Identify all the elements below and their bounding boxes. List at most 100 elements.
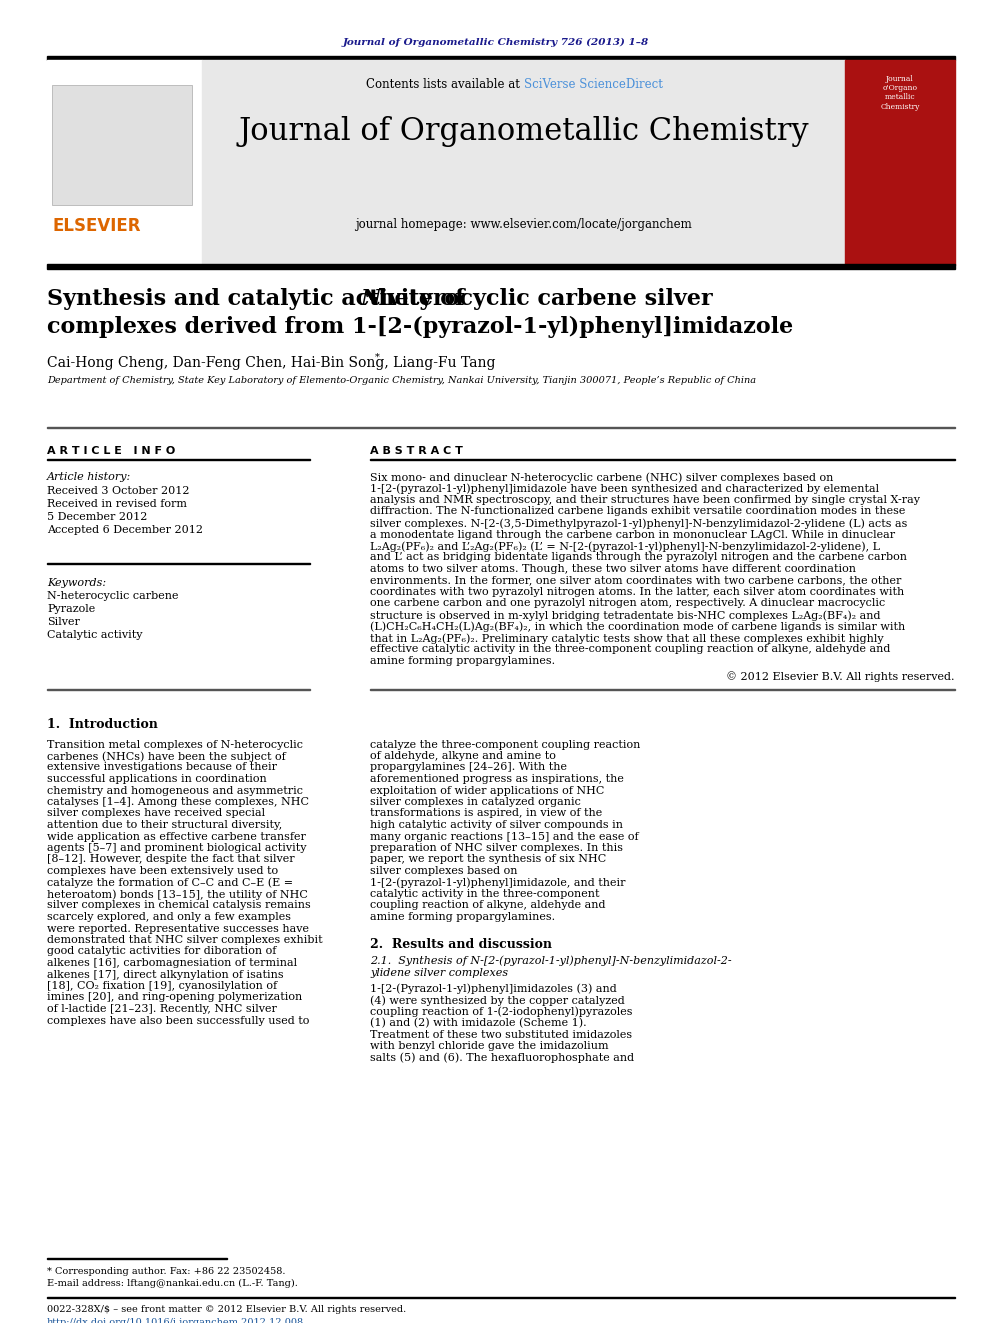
Text: transformations is aspired, in view of the: transformations is aspired, in view of t… [370, 808, 602, 819]
Text: complexes derived from 1-[2-(pyrazol-1-yl)phenyl]imidazole: complexes derived from 1-[2-(pyrazol-1-y… [47, 316, 794, 339]
Text: environments. In the former, one silver atom coordinates with two carbene carbon: environments. In the former, one silver … [370, 576, 902, 586]
Text: Received 3 October 2012: Received 3 October 2012 [47, 486, 189, 496]
Text: analysis and NMR spectroscopy, and their structures have been confirmed by singl: analysis and NMR spectroscopy, and their… [370, 495, 920, 505]
Text: high catalytic activity of silver compounds in: high catalytic activity of silver compou… [370, 820, 623, 830]
Text: [8–12]. However, despite the fact that silver: [8–12]. However, despite the fact that s… [47, 855, 295, 864]
Text: silver complexes. N-[2-(3,5-Dimethylpyrazol-1-yl)phenyl]-N-benzylimidazol-2-ylid: silver complexes. N-[2-(3,5-Dimethylpyra… [370, 519, 908, 529]
Text: L₂Ag₂(PF₆)₂ and L’₂Ag₂(PF₆)₂ (L’ = N-[2-(pyrazol-1-yl)phenyl]-N-benzylimidazol-2: L₂Ag₂(PF₆)₂ and L’₂Ag₂(PF₆)₂ (L’ = N-[2-… [370, 541, 880, 552]
Text: exploitation of wider applications of NHC: exploitation of wider applications of NH… [370, 786, 604, 795]
Text: Treatment of these two substituted imidazoles: Treatment of these two substituted imida… [370, 1029, 632, 1040]
Text: of aldehyde, alkyne and amine to: of aldehyde, alkyne and amine to [370, 751, 556, 761]
Text: Received in revised form: Received in revised form [47, 499, 187, 509]
Text: *: * [375, 353, 380, 363]
Text: scarcely explored, and only a few examples: scarcely explored, and only a few exampl… [47, 912, 291, 922]
Text: chemistry and homogeneous and asymmetric: chemistry and homogeneous and asymmetric [47, 786, 303, 795]
Text: amine forming propargylamines.: amine forming propargylamines. [370, 656, 556, 665]
Text: 5 December 2012: 5 December 2012 [47, 512, 148, 523]
Text: paper, we report the synthesis of six NHC: paper, we report the synthesis of six NH… [370, 855, 606, 864]
Text: many organic reactions [13–15] and the ease of: many organic reactions [13–15] and the e… [370, 831, 639, 841]
Text: http://dx.doi.org/10.1016/j.jorganchem.2012.12.008: http://dx.doi.org/10.1016/j.jorganchem.2… [47, 1318, 305, 1323]
Text: 1-[2-(Pyrazol-1-yl)phenyl]imidazoles (3) and: 1-[2-(Pyrazol-1-yl)phenyl]imidazoles (3)… [370, 983, 617, 994]
Text: Six mono- and dinuclear N-heterocyclic carbene (NHC) silver complexes based on: Six mono- and dinuclear N-heterocyclic c… [370, 472, 833, 483]
Text: demonstrated that NHC silver complexes exhibit: demonstrated that NHC silver complexes e… [47, 935, 322, 945]
Text: Synthesis and catalytic activity of: Synthesis and catalytic activity of [47, 288, 472, 310]
Text: 1-[2-(pyrazol-1-yl)phenyl]imidazole, and their: 1-[2-(pyrazol-1-yl)phenyl]imidazole, and… [370, 877, 626, 888]
Text: silver complexes based on: silver complexes based on [370, 867, 518, 876]
Text: 2.1.  Synthesis of N-[2-(pyrazol-1-yl)phenyl]-N-benzylimidazol-2-: 2.1. Synthesis of N-[2-(pyrazol-1-yl)phe… [370, 955, 732, 966]
Text: atoms to two silver atoms. Though, these two silver atoms have different coordin: atoms to two silver atoms. Though, these… [370, 564, 856, 574]
Text: Pyrazole: Pyrazole [47, 605, 95, 614]
Text: Journal
o'Organo
metallic
Chemistry: Journal o'Organo metallic Chemistry [880, 75, 920, 111]
Text: catalyses [1–4]. Among these complexes, NHC: catalyses [1–4]. Among these complexes, … [47, 796, 309, 807]
Text: Contents lists available at: Contents lists available at [366, 78, 524, 91]
Text: N: N [360, 288, 381, 310]
Text: ELSEVIER: ELSEVIER [52, 217, 141, 235]
Text: alkenes [17], direct alkynylation of isatins: alkenes [17], direct alkynylation of isa… [47, 970, 284, 979]
Text: silver complexes in chemical catalysis remains: silver complexes in chemical catalysis r… [47, 901, 310, 910]
Text: A R T I C L E   I N F O: A R T I C L E I N F O [47, 446, 176, 456]
Text: of l-lactide [21–23]. Recently, NHC silver: of l-lactide [21–23]. Recently, NHC silv… [47, 1004, 277, 1013]
Bar [52, 85, 192, 205]
Text: preparation of NHC silver complexes. In this: preparation of NHC silver complexes. In … [370, 843, 623, 853]
Text: one carbene carbon and one pyrazolyl nitrogen atom, respectively. A dinuclear ma: one carbene carbon and one pyrazolyl nit… [370, 598, 885, 609]
Text: Cai-Hong Cheng, Dan-Feng Chen, Hai-Bin Song, Liang-Fu Tang: Cai-Hong Cheng, Dan-Feng Chen, Hai-Bin S… [47, 356, 495, 370]
Text: and L’ act as bridging bidentate ligands through the pyrazolyl nitrogen and the : and L’ act as bridging bidentate ligands… [370, 553, 907, 562]
Text: good catalytic activities for diboration of: good catalytic activities for diboration… [47, 946, 277, 957]
Text: coupling reaction of alkyne, aldehyde and: coupling reaction of alkyne, aldehyde an… [370, 901, 605, 910]
Text: were reported. Representative successes have: were reported. Representative successes … [47, 923, 309, 934]
Text: Accepted 6 December 2012: Accepted 6 December 2012 [47, 525, 203, 534]
Text: silver complexes in catalyzed organic: silver complexes in catalyzed organic [370, 796, 581, 807]
Text: coordinates with two pyrazolyl nitrogen atoms. In the latter, each silver atom c: coordinates with two pyrazolyl nitrogen … [370, 587, 905, 597]
Text: ylidene silver complexes: ylidene silver complexes [370, 968, 508, 979]
Text: propargylamines [24–26]. With the: propargylamines [24–26]. With the [370, 762, 567, 773]
Text: 0022-328X/$ – see front matter © 2012 Elsevier B.V. All rights reserved.: 0022-328X/$ – see front matter © 2012 El… [47, 1304, 407, 1314]
Text: (4) were synthesized by the copper catalyzed: (4) were synthesized by the copper catal… [370, 995, 625, 1005]
Text: catalyze the formation of C–C and C–E (E =: catalyze the formation of C–C and C–E (E… [47, 877, 293, 888]
Text: successful applications in coordination: successful applications in coordination [47, 774, 267, 785]
Text: 2.  Results and discussion: 2. Results and discussion [370, 938, 552, 950]
Text: 1-[2-(pyrazol-1-yl)phenyl]imidazole have been synthesized and characterized by e: 1-[2-(pyrazol-1-yl)phenyl]imidazole have… [370, 483, 879, 493]
Text: (1) and (2) with imidazole (Scheme 1).: (1) and (2) with imidazole (Scheme 1). [370, 1017, 586, 1028]
Text: journal homepage: www.elsevier.com/locate/jorganchem: journal homepage: www.elsevier.com/locat… [355, 218, 691, 232]
Text: heteroatom) bonds [13–15], the utility of NHC: heteroatom) bonds [13–15], the utility o… [47, 889, 308, 900]
Text: N-heterocyclic carbene: N-heterocyclic carbene [47, 591, 179, 601]
Text: Catalytic activity: Catalytic activity [47, 630, 143, 640]
Text: * Corresponding author. Fax: +86 22 23502458.: * Corresponding author. Fax: +86 22 2350… [47, 1267, 286, 1275]
Text: (L)CH₂C₆H₄CH₂(L)Ag₂(BF₄)₂, in which the coordination mode of carbene ligands is : (L)CH₂C₆H₄CH₂(L)Ag₂(BF₄)₂, in which the … [370, 622, 906, 632]
Text: -heterocyclic carbene silver: -heterocyclic carbene silver [369, 288, 713, 310]
Text: attention due to their structural diversity,: attention due to their structural divers… [47, 820, 283, 830]
Text: 1.  Introduction: 1. Introduction [47, 717, 158, 730]
Text: Silver: Silver [47, 617, 80, 627]
Text: A B S T R A C T: A B S T R A C T [370, 446, 463, 456]
Text: alkenes [16], carbomagnesiation of terminal: alkenes [16], carbomagnesiation of termi… [47, 958, 298, 968]
Text: coupling reaction of 1-(2-iodophenyl)pyrazoles: coupling reaction of 1-(2-iodophenyl)pyr… [370, 1007, 633, 1017]
Text: catalyze the three-component coupling reaction: catalyze the three-component coupling re… [370, 740, 641, 750]
Text: catalytic activity in the three-component: catalytic activity in the three-componen… [370, 889, 599, 900]
Text: diffraction. The N-functionalized carbene ligands exhibit versatile coordination: diffraction. The N-functionalized carben… [370, 507, 906, 516]
Text: complexes have been extensively used to: complexes have been extensively used to [47, 867, 278, 876]
Text: © 2012 Elsevier B.V. All rights reserved.: © 2012 Elsevier B.V. All rights reserved… [726, 672, 955, 683]
Text: salts (5) and (6). The hexafluorophosphate and: salts (5) and (6). The hexafluorophospha… [370, 1053, 634, 1064]
Text: a monodentate ligand through the carbene carbon in mononuclear LAgCl. While in d: a monodentate ligand through the carbene… [370, 529, 895, 540]
Text: Journal of Organometallic Chemistry 726 (2013) 1–8: Journal of Organometallic Chemistry 726 … [343, 38, 649, 48]
Text: wide application as effective carbene transfer: wide application as effective carbene tr… [47, 831, 306, 841]
Text: complexes have also been successfully used to: complexes have also been successfully us… [47, 1016, 310, 1025]
Text: carbenes (NHCs) have been the subject of: carbenes (NHCs) have been the subject of [47, 751, 286, 762]
Text: structure is observed in m-xylyl bridging tetradentate bis-NHC complexes L₂Ag₂(B: structure is observed in m-xylyl bridgin… [370, 610, 881, 620]
Text: Article history:: Article history: [47, 472, 131, 482]
Text: imines [20], and ring-opening polymerization: imines [20], and ring-opening polymeriza… [47, 992, 303, 1003]
Text: silver complexes have received special: silver complexes have received special [47, 808, 265, 819]
Text: effective catalytic activity in the three-component coupling reaction of alkyne,: effective catalytic activity in the thre… [370, 644, 891, 655]
Text: that in L₂Ag₂(PF₆)₂. Preliminary catalytic tests show that all these complexes e: that in L₂Ag₂(PF₆)₂. Preliminary catalyt… [370, 632, 884, 643]
Text: aforementioned progress as inspirations, the: aforementioned progress as inspirations,… [370, 774, 624, 785]
Text: extensive investigations because of their: extensive investigations because of thei… [47, 762, 277, 773]
Text: amine forming propargylamines.: amine forming propargylamines. [370, 912, 556, 922]
Bar [47, 60, 202, 265]
Text: SciVerse ScienceDirect: SciVerse ScienceDirect [524, 78, 663, 91]
Text: with benzyl chloride gave the imidazolium: with benzyl chloride gave the imidazoliu… [370, 1041, 609, 1050]
Text: E-mail address: lftang@nankai.edu.cn (L.-F. Tang).: E-mail address: lftang@nankai.edu.cn (L.… [47, 1279, 298, 1289]
Text: Journal of Organometallic Chemistry: Journal of Organometallic Chemistry [238, 116, 808, 147]
Text: Transition metal complexes of N-heterocyclic: Transition metal complexes of N-heterocy… [47, 740, 303, 750]
Bar [845, 60, 955, 265]
Text: Department of Chemistry, State Key Laboratory of Elemento-Organic Chemistry, Nan: Department of Chemistry, State Key Labor… [47, 376, 756, 385]
